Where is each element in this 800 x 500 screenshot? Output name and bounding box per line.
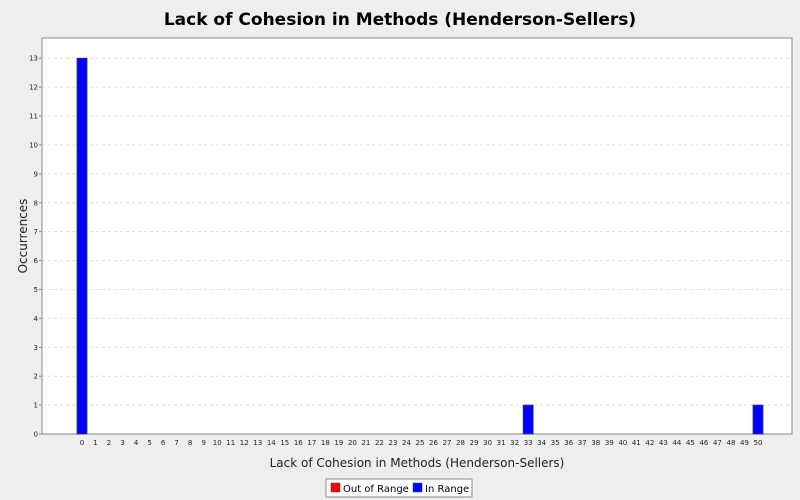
x-tick-label: 18 <box>321 439 330 447</box>
y-tick-label: 8 <box>34 199 38 207</box>
x-tick-label: 49 <box>740 439 749 447</box>
x-tick-label: 20 <box>348 439 357 447</box>
x-tick-label: 22 <box>375 439 384 447</box>
x-tick-label: 3 <box>120 439 124 447</box>
x-tick-label: 5 <box>147 439 151 447</box>
x-tick-label: 10 <box>213 439 222 447</box>
y-tick-label: 9 <box>34 170 38 178</box>
y-tick-label: 13 <box>29 55 38 63</box>
x-tick-label: 44 <box>672 439 681 447</box>
grid-lines <box>42 57 792 406</box>
y-tick-label: 11 <box>29 113 38 121</box>
legend-swatch-in-range <box>412 482 423 493</box>
x-tick-label: 30 <box>483 439 492 447</box>
x-axis-ticks: 0 1 2 3 4 5 6 7 8 9 10 11 12 13 14 15 16 17 18 19 20 21 22 23 24… <box>80 439 763 447</box>
x-tick-label: 40 <box>618 439 627 447</box>
legend-box <box>325 478 473 498</box>
x-tick-label: 1 <box>93 439 97 447</box>
x-tick-label: 34 <box>537 439 546 447</box>
y-tick-label: 6 <box>34 257 39 265</box>
x-tick-label: 21 <box>361 439 370 447</box>
x-tick-label: 6 <box>161 439 166 447</box>
x-tick-label: 43 <box>659 439 668 447</box>
x-tick-label: 45 <box>686 439 695 447</box>
x-tick-label: 50 <box>754 439 763 447</box>
x-tick-label: 27 <box>443 439 452 447</box>
bars <box>76 57 764 435</box>
legend-swatch-out-of-range <box>330 482 341 493</box>
x-tick-label: 29 <box>470 439 479 447</box>
x-tick-label: 28 <box>456 439 465 447</box>
x-tick-label: 33 <box>524 439 533 447</box>
x-tick-label: 7 <box>174 439 178 447</box>
x-tick-label: 37 <box>578 439 587 447</box>
x-tick-label: 48 <box>726 439 735 447</box>
x-tick-label: 39 <box>605 439 614 447</box>
x-tick-label: 11 <box>226 439 235 447</box>
x-tick-label: 36 <box>564 439 573 447</box>
x-tick-label: 8 <box>188 439 192 447</box>
x-tick-label: 14 <box>267 439 276 447</box>
x-axis-label: Lack of Cohesion in Methods (Henderson-S… <box>270 456 565 470</box>
x-tick-label: 35 <box>551 439 560 447</box>
x-tick-label: 46 <box>699 439 708 447</box>
plot-area <box>41 37 793 435</box>
x-tick-label: 24 <box>402 439 411 447</box>
y-tick-label: 0 <box>34 431 38 439</box>
bar-in-range-50 <box>752 404 764 435</box>
x-tick-label: 0 <box>80 439 84 447</box>
x-tick-label: 13 <box>253 439 262 447</box>
legend: Out of Range In Range <box>325 478 473 498</box>
x-tick-label: 26 <box>429 439 438 447</box>
x-tick-label: 15 <box>280 439 289 447</box>
y-tick-label: 7 <box>34 228 38 236</box>
x-tick-label: 31 <box>497 439 506 447</box>
legend-label-in-range: In Range <box>425 484 469 495</box>
y-tick-label: 1 <box>34 402 38 410</box>
y-tick-label: 4 <box>34 315 39 323</box>
y-tick-label: 3 <box>34 344 38 352</box>
x-tick-label: 2 <box>107 439 111 447</box>
legend-label-out-of-range: Out of Range <box>343 484 409 495</box>
x-tick-label: 17 <box>307 439 316 447</box>
x-tick-label: 47 <box>713 439 722 447</box>
x-tick-label: 16 <box>294 439 303 447</box>
bar-in-range-33 <box>522 404 534 435</box>
chart-title: Lack of Cohesion in Methods (Henderson-S… <box>164 10 636 30</box>
x-tick-label: 25 <box>416 439 425 447</box>
y-tick-label: 12 <box>29 84 38 92</box>
x-tick-label: 9 <box>201 439 205 447</box>
x-tick-label: 23 <box>388 439 397 447</box>
y-tick-label: 5 <box>34 286 38 294</box>
bar-in-range-0 <box>76 57 88 435</box>
x-tick-label: 41 <box>632 439 641 447</box>
x-tick-label: 32 <box>510 439 519 447</box>
x-tick-label: 42 <box>645 439 654 447</box>
x-tick-label: 12 <box>240 439 249 447</box>
x-tick-label: 19 <box>334 439 343 447</box>
y-tick-label: 10 <box>29 141 38 149</box>
x-tick-label: 38 <box>591 439 600 447</box>
y-tick-label: 2 <box>34 373 38 381</box>
x-tick-label: 4 <box>134 439 139 447</box>
y-axis-label: Occurrences <box>16 199 30 274</box>
